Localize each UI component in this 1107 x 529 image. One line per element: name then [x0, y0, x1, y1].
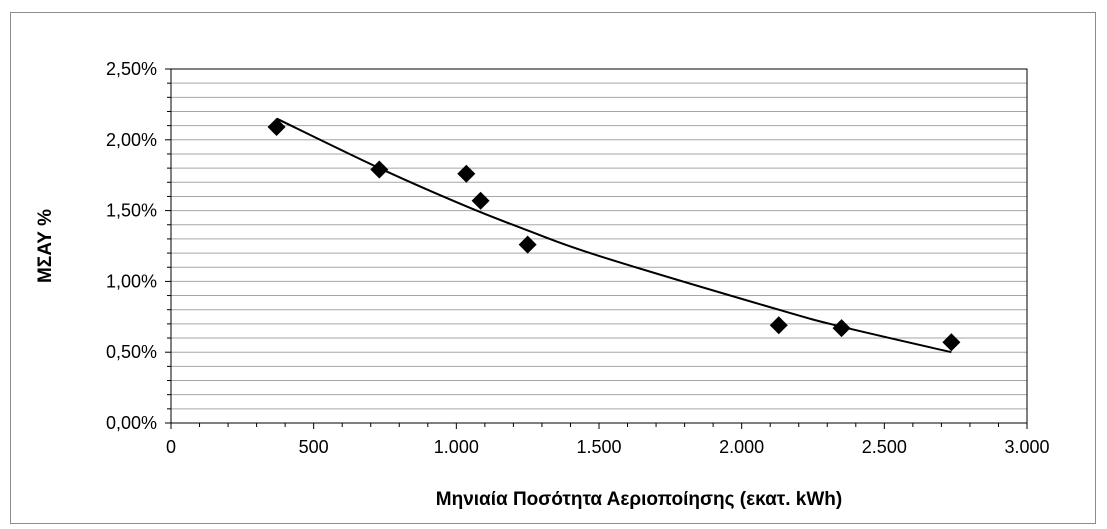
y-tick-label: 2,00%: [106, 130, 157, 150]
y-axis-title: ΜΣΑΥ %: [35, 209, 56, 283]
x-tick-label: 1.000: [434, 437, 479, 457]
data-point: [370, 160, 389, 179]
chart-frame: 0 500 1.000 1.500 2.000 2.500 3.000 0,00% 0,50%…: [10, 12, 1096, 524]
data-point: [518, 235, 537, 254]
plot-area: [170, 68, 1028, 424]
data-point: [471, 191, 490, 210]
data-point: [769, 316, 788, 335]
x-tick-label: 0: [166, 437, 176, 457]
y-tick-label: 1,00%: [106, 271, 157, 291]
x-tick-label: 1.500: [576, 437, 621, 457]
x-tick-label: 3.000: [1004, 437, 1049, 457]
data-point: [832, 319, 851, 338]
y-tick-label: 2,50%: [106, 59, 157, 79]
data-points: [267, 118, 961, 352]
gridlines: [171, 82, 1027, 410]
y-tick-label: 1,50%: [106, 201, 157, 221]
x-axis-title: Μηνιαία Ποσότητα Αεριοποίησης (εκατ. kWh…: [436, 489, 842, 510]
axis-ticks: [165, 68, 1028, 429]
y-tick-label: 0,00%: [106, 413, 157, 433]
scatter-chart: 0 500 1.000 1.500 2.000 2.500 3.000 0,00% 0,50%…: [35, 59, 1050, 510]
x-tick-label: 2.500: [862, 437, 907, 457]
x-tick-labels: 0 500 1.000 1.500 2.000 2.500 3.000: [166, 437, 1050, 457]
data-point: [457, 164, 476, 183]
data-point: [267, 118, 286, 137]
y-tick-label: 0,50%: [106, 342, 157, 362]
x-tick-label: 500: [299, 437, 329, 457]
data-point: [942, 333, 961, 352]
y-tick-labels: 0,00% 0,50% 1,00% 1,50% 2,00% 2,50%: [106, 59, 157, 433]
x-tick-label: 2.000: [719, 437, 764, 457]
